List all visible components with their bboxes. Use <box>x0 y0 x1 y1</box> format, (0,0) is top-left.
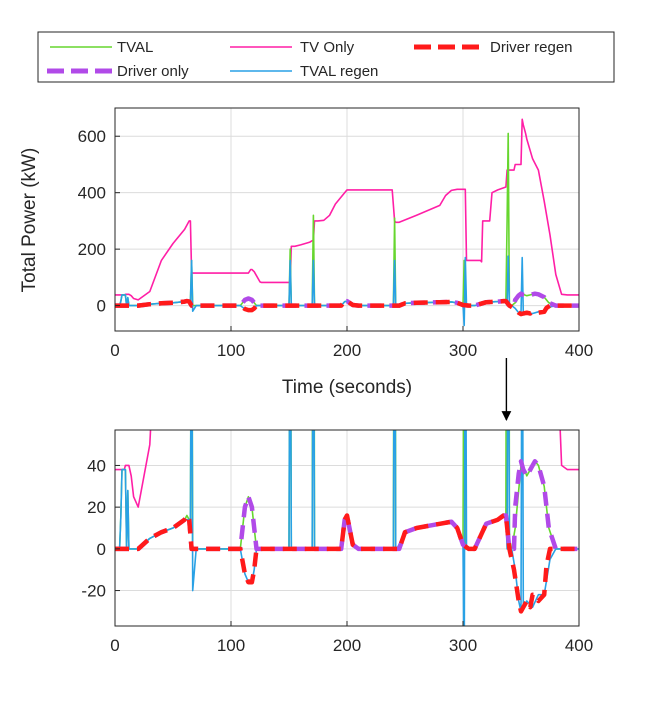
top-y-axis-label: Total Power (kW) <box>19 148 40 293</box>
top-x-tick-label: 400 <box>565 341 593 360</box>
bottom-x-tick-label: 300 <box>449 636 477 655</box>
bottom-x-tick-label: 0 <box>110 636 119 655</box>
legend-label-tval-regen: TVAL regen <box>300 63 378 80</box>
bottom-panel: 0 100 200 300 400 -20 0 20 40 <box>81 429 593 655</box>
bottom-y-tick-label: 0 <box>97 540 106 559</box>
bottom-series-drvregen <box>115 513 579 614</box>
top-x-axis-label: Time (seconds) <box>282 377 412 398</box>
top-x-tick-label: 300 <box>449 341 477 360</box>
top-series-drvregen <box>115 298 579 317</box>
legend-label-tval: TVAL <box>117 39 153 56</box>
top-ticks: 0 100 200 300 400 0 200 400 600 <box>78 127 594 360</box>
top-panel: 0 100 200 300 400 0 200 400 600 Time (seconds) T… <box>19 107 594 398</box>
top-x-tick-label: 0 <box>110 341 119 360</box>
bottom-y-tick-label: 40 <box>87 456 106 475</box>
top-x-tick-label: 200 <box>333 341 361 360</box>
bottom-y-tick-label: -20 <box>81 582 106 601</box>
bottom-x-tick-label: 400 <box>565 636 593 655</box>
bottom-series-drvonly <box>115 459 579 552</box>
top-series-tvonly <box>115 118 579 301</box>
top-y-tick-label: 0 <box>97 297 106 316</box>
top-y-tick-label: 600 <box>78 127 106 146</box>
legend-label-driver-only: Driver only <box>117 63 189 80</box>
legend-box <box>37 31 615 83</box>
bottom-ticks: 0 100 200 300 400 -20 0 20 40 <box>81 456 593 655</box>
top-y-tick-label: 200 <box>78 240 106 259</box>
top-y-tick-label: 400 <box>78 184 106 203</box>
bottom-y-tick-label: 20 <box>87 498 106 517</box>
legend-label-tv-only: TV Only <box>300 39 355 56</box>
legend: TVAL TV Only Driver regen Driver only TV… <box>37 31 615 83</box>
top-x-tick-label: 100 <box>217 341 245 360</box>
bottom-x-tick-label: 100 <box>217 636 245 655</box>
bottom-series <box>115 430 579 626</box>
legend-label-driver-regen: Driver regen <box>490 39 573 56</box>
top-series <box>115 118 579 327</box>
bottom-x-tick-label: 200 <box>333 636 361 655</box>
